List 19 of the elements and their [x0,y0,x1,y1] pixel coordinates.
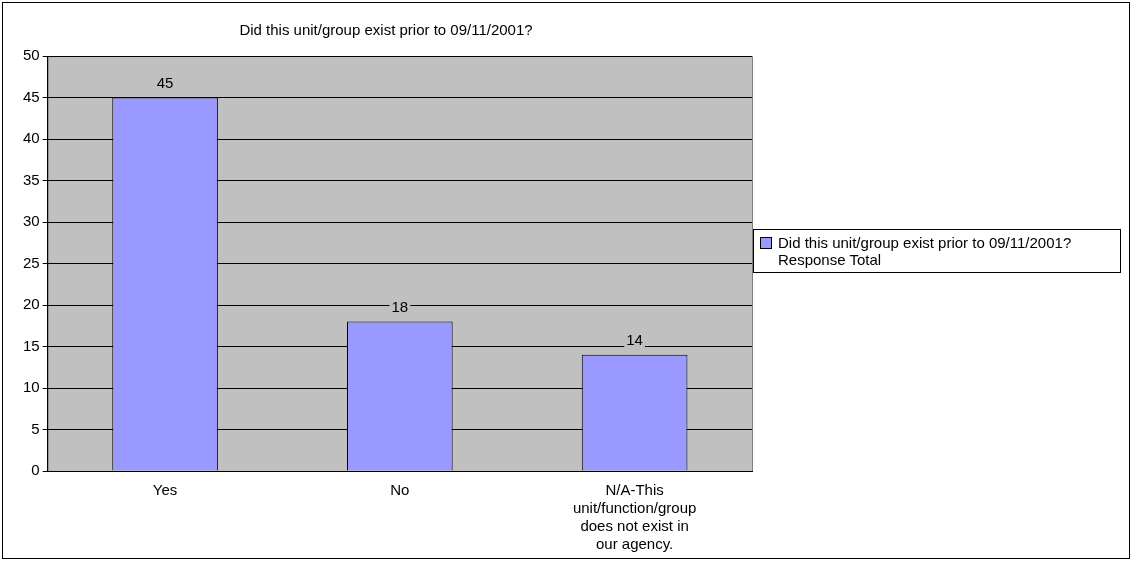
y-tick-label: 35 [23,170,40,188]
x-tick-label: N/A-This unit/function/group does not exist in our agency. [572,481,697,553]
legend-label: Did this unit/group exist prior to 09/11/2001? Response Total [778,234,1073,268]
data-label: 18 [391,298,409,316]
y-tick-label: 30 [23,212,40,230]
y-tick-label: 25 [23,253,40,271]
y-tick-label: 40 [23,129,40,147]
x-tick-label: No [390,481,410,499]
y-tick-label: 45 [23,87,40,105]
data-label: 45 [156,74,174,92]
data-label: 14 [626,331,643,349]
y-tick-label: 5 [31,419,40,437]
y-tick-label: 0 [31,461,40,479]
y-tick-label: 50 [23,46,40,64]
y-tick-label: 20 [23,295,40,313]
y-tick-label: 10 [23,378,40,396]
x-tick-label: Yes [152,481,178,499]
chart-title: Did this unit/group exist prior to 09/11/2001? [239,21,533,39]
y-tick-label: 15 [23,336,40,354]
